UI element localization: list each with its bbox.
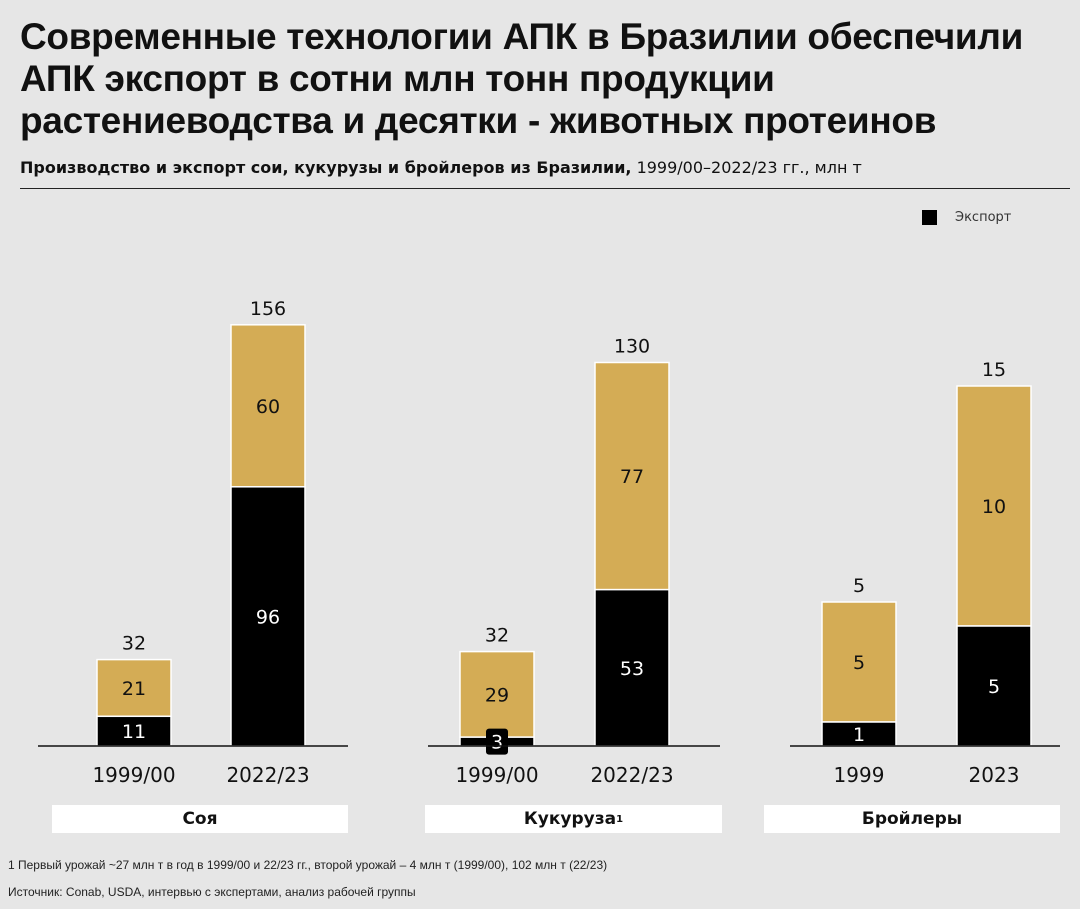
legend-swatch-export — [922, 210, 937, 225]
divider — [20, 188, 1070, 189]
bar-label-export: 3 — [491, 732, 503, 754]
bar-label-total: 32 — [485, 625, 509, 647]
x-tick-label: 1999/00 — [92, 763, 175, 787]
bar-label-export: 53 — [620, 658, 644, 680]
bar-label-total: 5 — [853, 575, 865, 597]
bar-segment-domestic — [594, 361, 670, 591]
footnote: 1 Первый урожай ~27 млн т в год в 1999/0… — [8, 858, 608, 872]
category-label-corn: Кукуруза 1 — [425, 805, 722, 833]
bar-label-domestic: 10 — [982, 496, 1006, 518]
x-tick-label: 2022/23 — [590, 763, 673, 787]
subtitle-bold: Производство и экспорт сои, кукурузы и б… — [20, 158, 632, 177]
x-tick-label: 2023 — [969, 763, 1020, 787]
x-tick-label: 1999 — [834, 763, 885, 787]
x-tick-label: 1999/00 — [455, 763, 538, 787]
bar-segment-domestic — [956, 385, 1032, 627]
category-label-broilers: Бройлеры — [764, 805, 1060, 833]
bar-label-total: 156 — [250, 298, 286, 320]
bar-segment-domestic — [821, 601, 897, 723]
bar-label-export: 96 — [256, 606, 280, 628]
bar-label-domestic: 21 — [122, 678, 146, 700]
legend-label-export: Экспорт — [955, 210, 1012, 225]
chart-subtitle: Производство и экспорт сои, кукурузы и б… — [20, 158, 862, 177]
bar-label-total: 130 — [614, 336, 650, 358]
bar-label-export-box — [486, 728, 508, 755]
bar-segment-export — [230, 486, 306, 747]
bar-label-export: 11 — [122, 721, 146, 743]
source: Источник: Conab, USDA, интервью с экспер… — [8, 885, 416, 899]
legend: Экспорт — [922, 210, 1011, 225]
bar-label-domestic: 77 — [620, 466, 644, 488]
bar-label-domestic: 60 — [256, 396, 280, 418]
bar-label-export: 5 — [988, 676, 1000, 698]
chart-title: Современные технологии АПК в Бразилии об… — [20, 16, 1024, 141]
bar-label-total: 32 — [122, 633, 146, 655]
subtitle-rest: 1999/00–2022/23 гг., млн т — [631, 158, 862, 177]
category-label-soy: Соя — [52, 805, 348, 833]
bar-label-domestic: 29 — [485, 684, 509, 706]
bar-segment-export — [956, 625, 1032, 747]
bar-label-export: 1 — [853, 724, 865, 746]
bar-segment-domestic — [459, 650, 535, 738]
bar-label-domestic: 5 — [853, 652, 865, 674]
bar-label-total: 15 — [982, 359, 1006, 381]
x-tick-label: 2022/23 — [226, 763, 309, 787]
